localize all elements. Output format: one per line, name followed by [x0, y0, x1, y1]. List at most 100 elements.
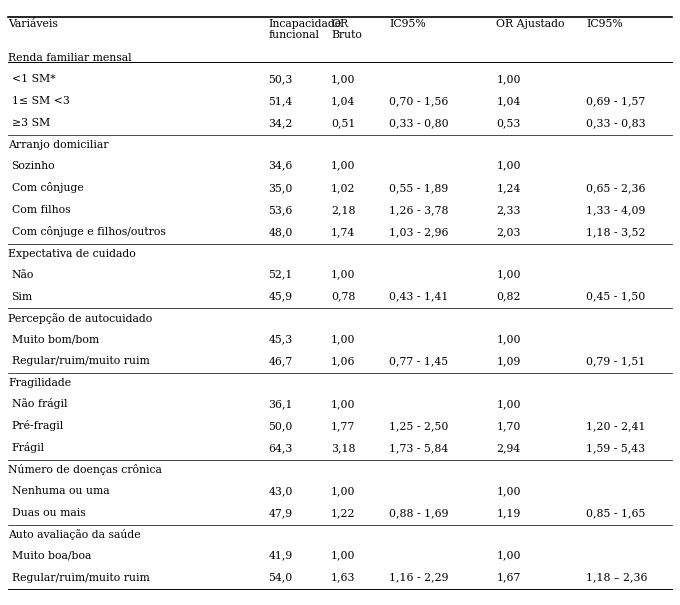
Text: 1,73 - 5,84: 1,73 - 5,84 — [389, 443, 448, 453]
Text: Variáveis: Variáveis — [8, 19, 58, 29]
Text: 1,74: 1,74 — [331, 227, 356, 237]
Text: Regular/ruim/muito ruim: Regular/ruim/muito ruim — [12, 573, 150, 583]
Text: 0,51: 0,51 — [331, 118, 356, 128]
Text: Duas ou mais: Duas ou mais — [12, 508, 85, 518]
Text: 1≤ SM <3: 1≤ SM <3 — [12, 96, 69, 106]
Text: Com cônjuge e filhos/outros: Com cônjuge e filhos/outros — [12, 226, 165, 237]
Text: 0,33 - 0,80: 0,33 - 0,80 — [389, 118, 449, 128]
Text: 53,6: 53,6 — [269, 205, 293, 215]
Text: 51,4: 51,4 — [269, 96, 293, 106]
Text: 50,3: 50,3 — [269, 74, 293, 84]
Text: 1,18 – 2,36: 1,18 – 2,36 — [586, 573, 647, 583]
Text: 2,03: 2,03 — [496, 227, 521, 237]
Text: Nenhuma ou uma: Nenhuma ou uma — [12, 486, 109, 496]
Text: 0,33 - 0,83: 0,33 - 0,83 — [586, 118, 646, 128]
Text: Pré-fragil: Pré-fragil — [12, 420, 64, 431]
Text: 36,1: 36,1 — [269, 399, 293, 409]
Text: OR
Bruto: OR Bruto — [331, 19, 362, 41]
Text: 0,79 - 1,51: 0,79 - 1,51 — [586, 356, 645, 367]
Text: 1,16 - 2,29: 1,16 - 2,29 — [389, 573, 449, 583]
Text: Sozinho: Sozinho — [12, 161, 55, 171]
Text: 1,20 - 2,41: 1,20 - 2,41 — [586, 421, 645, 431]
Text: 1,00: 1,00 — [496, 270, 521, 280]
Text: 0,70 - 1,56: 0,70 - 1,56 — [389, 96, 448, 106]
Text: 1,00: 1,00 — [331, 270, 356, 280]
Text: 1,06: 1,06 — [331, 356, 356, 367]
Text: 64,3: 64,3 — [269, 443, 293, 453]
Text: 45,9: 45,9 — [269, 292, 292, 302]
Text: 1,00: 1,00 — [496, 486, 521, 496]
Text: 1,63: 1,63 — [331, 573, 356, 583]
Text: Expectativa de cuidado: Expectativa de cuidado — [8, 249, 136, 259]
Text: 0,43 - 1,41: 0,43 - 1,41 — [389, 292, 448, 302]
Text: 50,0: 50,0 — [269, 421, 293, 431]
Text: 45,3: 45,3 — [269, 335, 293, 344]
Text: 1,00: 1,00 — [496, 335, 521, 344]
Text: 46,7: 46,7 — [269, 356, 293, 367]
Text: Percepção de autocuidado: Percepção de autocuidado — [8, 313, 152, 324]
Text: 1,00: 1,00 — [496, 161, 521, 171]
Text: Arranjo domiciliar: Arranjo domiciliar — [8, 140, 109, 150]
Text: ≥3 SM: ≥3 SM — [12, 118, 50, 128]
Text: 1,00: 1,00 — [331, 161, 356, 171]
Text: 0,82: 0,82 — [496, 292, 521, 302]
Text: 1,26 - 3,78: 1,26 - 3,78 — [389, 205, 449, 215]
Text: Frágil: Frágil — [12, 442, 45, 453]
Text: 0,53: 0,53 — [496, 118, 521, 128]
Text: IC95%: IC95% — [586, 19, 623, 29]
Text: 2,18: 2,18 — [331, 205, 356, 215]
Text: OR Ajustado: OR Ajustado — [496, 19, 565, 29]
Text: Muito boa/boa: Muito boa/boa — [12, 551, 91, 561]
Text: 1,18 - 3,52: 1,18 - 3,52 — [586, 227, 645, 237]
Text: 1,33 - 4,09: 1,33 - 4,09 — [586, 205, 645, 215]
Text: 1,00: 1,00 — [331, 399, 356, 409]
Text: Com filhos: Com filhos — [12, 205, 70, 215]
Text: Muito bom/bom: Muito bom/bom — [12, 335, 99, 344]
Text: 54,0: 54,0 — [269, 573, 293, 583]
Text: Fragilidade: Fragilidade — [8, 379, 71, 388]
Text: 1,00: 1,00 — [496, 551, 521, 561]
Text: 41,9: 41,9 — [269, 551, 293, 561]
Text: 0,78: 0,78 — [331, 292, 356, 302]
Text: 1,04: 1,04 — [496, 96, 521, 106]
Text: 0,77 - 1,45: 0,77 - 1,45 — [389, 356, 448, 367]
Text: 35,0: 35,0 — [269, 183, 293, 193]
Text: 0,45 - 1,50: 0,45 - 1,50 — [586, 292, 645, 302]
Text: 1,00: 1,00 — [331, 551, 356, 561]
Text: Não: Não — [12, 270, 34, 280]
Text: 0,69 - 1,57: 0,69 - 1,57 — [586, 96, 645, 106]
Text: Auto avaliação da saúde: Auto avaliação da saúde — [8, 529, 141, 540]
Text: 2,94: 2,94 — [496, 443, 521, 453]
Text: 0,55 - 1,89: 0,55 - 1,89 — [389, 183, 448, 193]
Text: 3,18: 3,18 — [331, 443, 356, 453]
Text: 1,24: 1,24 — [496, 183, 521, 193]
Text: 1,22: 1,22 — [331, 508, 356, 518]
Text: 1,00: 1,00 — [331, 335, 356, 344]
Text: 1,59 - 5,43: 1,59 - 5,43 — [586, 443, 645, 453]
Text: 1,02: 1,02 — [331, 183, 356, 193]
Text: 48,0: 48,0 — [269, 227, 293, 237]
Text: 1,19: 1,19 — [496, 508, 521, 518]
Text: 1,25 - 2,50: 1,25 - 2,50 — [389, 421, 448, 431]
Text: 1,03 - 2,96: 1,03 - 2,96 — [389, 227, 449, 237]
Text: Número de doenças crônica: Número de doenças crônica — [8, 464, 162, 476]
Text: 1,00: 1,00 — [496, 399, 521, 409]
Text: 1,00: 1,00 — [496, 74, 521, 84]
Text: 52,1: 52,1 — [269, 270, 293, 280]
Text: 47,9: 47,9 — [269, 508, 292, 518]
Text: 1,67: 1,67 — [496, 573, 521, 583]
Text: Não frágil: Não frágil — [12, 398, 67, 409]
Text: 1,00: 1,00 — [331, 74, 356, 84]
Text: 1,04: 1,04 — [331, 96, 356, 106]
Text: 43,0: 43,0 — [269, 486, 293, 496]
Text: 0,65 - 2,36: 0,65 - 2,36 — [586, 183, 645, 193]
Text: Incapacidade
funcional: Incapacidade funcional — [269, 19, 342, 41]
Text: 1,00: 1,00 — [331, 486, 356, 496]
Text: 2,33: 2,33 — [496, 205, 521, 215]
Text: IC95%: IC95% — [389, 19, 426, 29]
Text: 0,88 - 1,69: 0,88 - 1,69 — [389, 508, 449, 518]
Text: 0,85 - 1,65: 0,85 - 1,65 — [586, 508, 645, 518]
Text: Com cônjuge: Com cônjuge — [12, 182, 84, 193]
Text: Regular/ruim/muito ruim: Regular/ruim/muito ruim — [12, 356, 150, 367]
Text: 1,09: 1,09 — [496, 356, 521, 367]
